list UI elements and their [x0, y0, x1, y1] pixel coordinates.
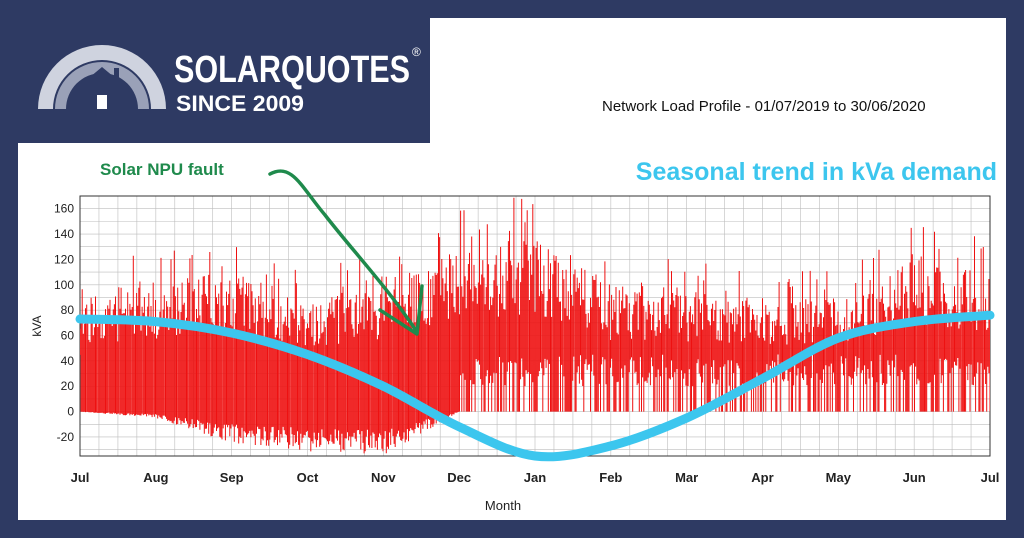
- y-tick-label: 100: [54, 278, 74, 292]
- brand-name: SOLARQUOTES: [174, 49, 410, 91]
- brand-registered-mark: ®: [412, 45, 421, 59]
- y-tick-label: 20: [61, 379, 75, 393]
- brand-logo: SOLARQUOTES ® SINCE 2009: [0, 0, 430, 143]
- x-tick-label: Jan: [524, 470, 546, 485]
- x-tick-label: Jun: [903, 470, 926, 485]
- y-tick-label: 60: [61, 329, 75, 343]
- x-tick-label: Jul: [71, 470, 90, 485]
- x-tick-label: Apr: [751, 470, 773, 485]
- brand-arc-inner: [55, 62, 149, 109]
- x-tick-label: Jul: [981, 470, 1000, 485]
- seasonal-trend-line: [75, 310, 995, 462]
- x-tick-label: Dec: [447, 470, 471, 485]
- y-tick-label: 40: [61, 354, 75, 368]
- y-axis-ticks: -20 0 20 40 60 80 100 120 140 160: [54, 202, 74, 444]
- y-tick-label: -20: [57, 430, 75, 444]
- y-tick-label: 140: [54, 227, 74, 241]
- y-tick-label: 0: [67, 405, 74, 419]
- fault-annotation: Solar NPU fault: [100, 160, 224, 179]
- chart-title: Network Load Profile - 01/07/2019 to 30/…: [602, 98, 926, 115]
- y-tick-label: 120: [54, 252, 74, 266]
- load-series: [80, 197, 990, 454]
- x-tick-label: Sep: [220, 470, 244, 485]
- x-tick-label: Mar: [675, 470, 698, 485]
- x-tick-label: Aug: [143, 470, 168, 485]
- y-axis-label: kVA: [30, 315, 44, 336]
- brand-arc-outer: [38, 45, 166, 109]
- brand-tagline: SINCE 2009: [176, 91, 304, 116]
- x-tick-label: Oct: [297, 470, 319, 485]
- fault-arrow: [268, 169, 419, 334]
- trend-annotation: Seasonal trend in kVa demand: [636, 158, 997, 186]
- x-axis-label: Month: [485, 498, 521, 513]
- load-series-path: [80, 197, 990, 454]
- x-tick-label: Feb: [599, 470, 622, 485]
- y-tick-label: 160: [54, 202, 74, 216]
- x-tick-label: May: [826, 470, 852, 485]
- x-axis-ticks: Jul Aug Sep Oct Nov Dec Jan Feb Mar Apr May Jun Jul: [71, 470, 1000, 485]
- fault-arrowhead: [378, 284, 424, 336]
- y-tick-label: 80: [61, 303, 75, 317]
- house-icon: [78, 67, 126, 109]
- x-tick-label: Nov: [371, 470, 396, 485]
